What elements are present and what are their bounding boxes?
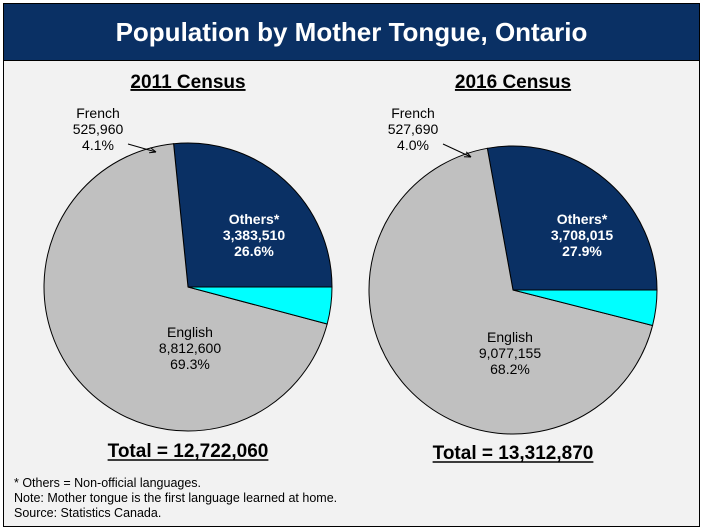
page-title: Population by Mother Tongue, Ontario [115,17,588,47]
pie-label-name-english: English [487,329,533,345]
footnotes: * Others = Non-official languages. Note:… [14,476,337,521]
pie-2016: 2016 Census Total = 13,312,870 Others*3,70… [368,72,658,464]
pie-slice-others [173,142,333,288]
title-bar: Population by Mother Tongue, Ontario [4,4,699,61]
pie-slice-english [368,147,654,435]
pie-label-percent-others: 27.9% [562,243,602,259]
pie-title: 2016 Census [455,72,571,93]
footnote-source: Source: Statistics Canada. [14,506,162,520]
leader-arrow-french [463,151,472,158]
pie-label-name-others: Others* [557,211,608,227]
pie-slice-french [187,286,333,325]
pie-label-value-others: 3,708,015 [551,227,613,243]
pie-2011: 2011 Census Total = 12,722,060 Others*3,38… [43,72,333,462]
footnote-others: * Others = Non-official languages. [14,476,202,490]
pie-label-value-french: 527,690 [388,121,439,137]
pie-label-value-others: 3,383,510 [223,227,285,243]
pie-slice-others [486,145,658,291]
pie-slice-french [512,289,658,327]
leader-line-french [442,143,472,158]
pie-label-name-others: Others* [229,211,280,227]
pie-title: 2011 Census [130,72,245,93]
pie-label-percent-english: 68.2% [490,361,530,377]
pie-label-percent-french: 4.1% [82,137,114,153]
pie-slice-english [43,143,328,432]
pie-label-name-english: English [167,324,213,340]
footnote-mother-tongue: Note: Mother tongue is the first languag… [14,491,338,505]
pie-total: Total = 13,312,870 [433,443,594,464]
pie-label-value-english: 9,077,155 [479,345,541,361]
pie-label-percent-english: 69.3% [170,356,210,372]
pie-label-name-french: French [391,105,435,121]
pie-total: Total = 12,722,060 [108,441,269,462]
pie-label-value-french: 525,960 [73,121,124,137]
leader-line-french [127,143,157,153]
pie-label-value-english: 8,812,600 [159,340,221,356]
leader-arrow-french [149,147,157,154]
pie-label-percent-french: 4.0% [397,137,429,153]
pie-label-percent-others: 26.6% [234,243,274,259]
pie-label-name-french: French [76,105,120,121]
